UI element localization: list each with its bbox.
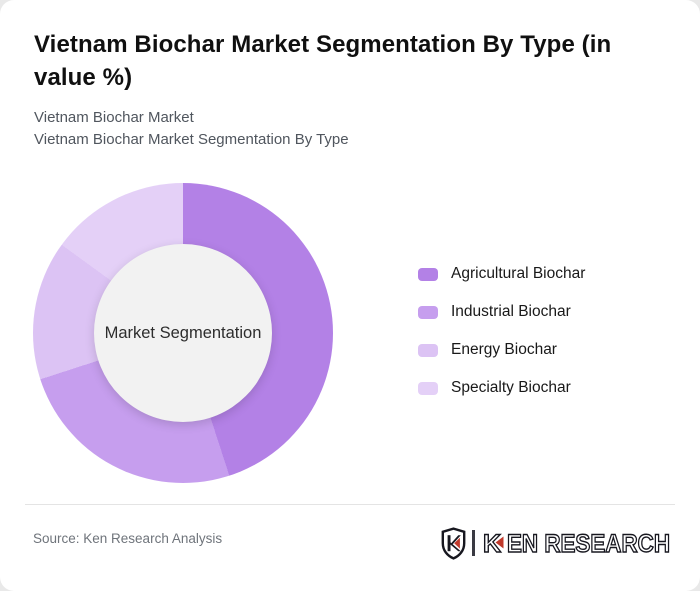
footer-divider xyxy=(25,504,675,505)
logo-divider-bar xyxy=(472,530,475,556)
legend-label: Industrial Biochar xyxy=(451,303,571,320)
source-note: Source: Ken Research Analysis xyxy=(33,531,223,546)
chart-subtitle: Vietnam Biochar Market Vietnam Biochar M… xyxy=(34,107,349,151)
legend-swatch-icon xyxy=(418,343,438,357)
donut-center: Market Segmentation xyxy=(94,244,272,422)
ken-research-logo: K K EN RESEARCH xyxy=(441,526,672,560)
legend-swatch-icon xyxy=(418,267,438,281)
legend-item-agricultural[interactable]: Agricultural Biochar xyxy=(418,261,585,287)
donut-chart[interactable]: Market Segmentation xyxy=(33,183,333,483)
legend-swatch-icon xyxy=(418,305,438,319)
ken-research-wordmark: K EN RESEARCH xyxy=(482,529,670,558)
svg-text:K: K xyxy=(483,530,501,558)
legend-item-energy[interactable]: Energy Biochar xyxy=(418,337,585,363)
legend-item-industrial[interactable]: Industrial Biochar xyxy=(418,299,585,325)
legend-label: Specialty Biochar xyxy=(451,379,571,396)
legend-item-specialty[interactable]: Specialty Biochar xyxy=(418,375,585,401)
chart-legend: Agricultural Biochar Industrial Biochar … xyxy=(418,261,585,413)
donut-center-label: Market Segmentation xyxy=(104,323,262,342)
legend-label: Energy Biochar xyxy=(451,341,557,358)
ken-research-shield-icon: K xyxy=(441,526,466,560)
legend-swatch-icon xyxy=(418,381,438,395)
subtitle-line-1: Vietnam Biochar Market xyxy=(34,109,194,126)
chart-title: Vietnam Biochar Market Segmentation By T… xyxy=(34,31,612,91)
subtitle-line-2: Vietnam Biochar Market Segmentation By T… xyxy=(34,131,349,148)
svg-text:EN RESEARCH: EN RESEARCH xyxy=(507,530,670,558)
legend-label: Agricultural Biochar xyxy=(451,265,586,282)
